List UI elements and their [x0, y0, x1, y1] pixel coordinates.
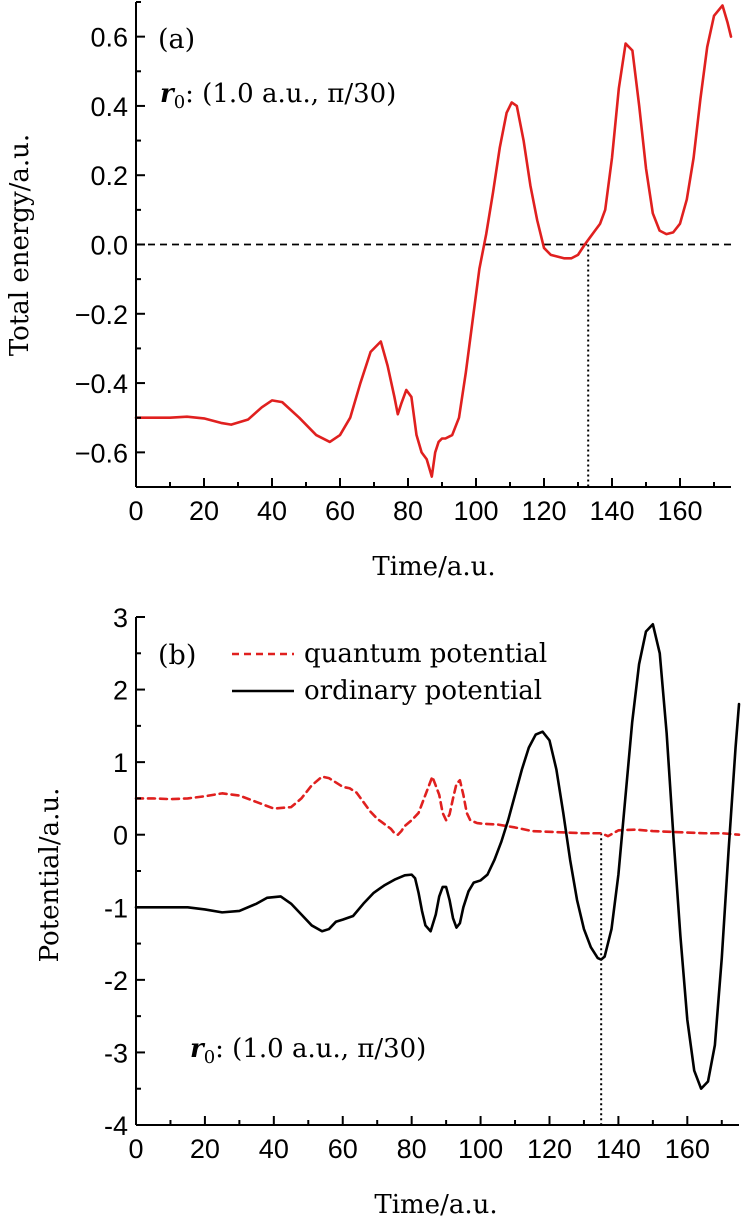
panel-a-annotation: r0: (1.0 a.u., π/30)	[160, 79, 396, 113]
panel-b-x-tick-label: 80	[397, 1134, 427, 1164]
panel-a-y-tick-label: −0.4	[75, 369, 128, 399]
panel-a-annotation-text: : (1.0 a.u., π/30)	[185, 79, 396, 109]
panel-b-y-tick-label: -2	[104, 966, 128, 996]
panel-a-x-tick-label: 140	[589, 496, 634, 526]
panel-b-x-tick-label: 20	[190, 1134, 220, 1164]
panel-b-annotation-subscript: 0	[204, 1047, 215, 1068]
panel-a-total-energy-chart: 0 20 40 60 80 100 120 140 160 −0.6 −0.4 −0.2 0.0 0.2 0…	[5, 1, 733, 582]
panel-b-y-tick-label: -4	[104, 1111, 128, 1141]
panel-a-y-tick-label: 0.4	[90, 92, 128, 122]
panel-b-annotation-symbol: r	[190, 1034, 206, 1064]
panel-b-x-tick-label: 40	[259, 1134, 289, 1164]
panel-b-x-tick-label: 160	[665, 1134, 710, 1164]
panel-a-x-tick-label: 100	[453, 496, 498, 526]
panel-b-x-tick-label: 100	[458, 1134, 503, 1164]
panel-b-y-tick-label: -3	[104, 1038, 128, 1068]
panel-b-y-tick-label: 0	[113, 821, 128, 851]
panel-b-annotation: r0: (1.0 a.u., π/30)	[190, 1034, 426, 1068]
panel-a-x-axis-title: Time/a.u.	[372, 552, 495, 582]
panel-b-potential-chart: 0 20 40 60 80 100 120 140 160 -4 -3 -2 -1 0 1 2 3 (b) qu…	[35, 603, 741, 1220]
panel-a-label: (a)	[158, 24, 195, 55]
panel-b-y-tick-label: 2	[113, 676, 128, 706]
panel-a-series-line-energy	[134, 4, 733, 478]
panel-a-annotation-symbol: r	[160, 79, 176, 109]
panel-b-axes: 0 20 40 60 80 100 120 140 160 -4 -3 -2 -1 0 1 2 3	[104, 603, 739, 1164]
legend-label-quantum-potential: quantum potential	[304, 639, 547, 669]
panel-b-y-tick-label: -1	[104, 893, 128, 923]
panel-b-x-tick-label: 120	[527, 1134, 572, 1164]
panel-b-x-axis-title: Time/a.u.	[374, 1190, 497, 1220]
panel-a-y-tick-label: −0.6	[75, 438, 128, 468]
panel-a-x-tick-label: 40	[257, 496, 287, 526]
panel-a-x-tick-label: 80	[393, 496, 423, 526]
panel-b-annotation-text: : (1.0 a.u., π/30)	[215, 1034, 426, 1064]
legend-label-ordinary-potential: ordinary potential	[304, 676, 542, 706]
panel-b-x-tick-label: 60	[328, 1134, 358, 1164]
panel-a-y-axis-title: Total energy/a.u.	[5, 134, 35, 356]
panel-b-x-tick-label: 140	[596, 1134, 641, 1164]
panel-a-reference-lines	[136, 243, 731, 487]
panel-a-annotation-subscript: 0	[174, 92, 185, 113]
panel-a-x-tick-label: 60	[325, 496, 355, 526]
panel-b-y-axis-title: Potential/a.u.	[35, 788, 65, 963]
panel-b-x-tick-label: 0	[128, 1134, 143, 1164]
panel-a-y-tick-label: 0.2	[90, 161, 128, 191]
panel-a-x-tick-label: 20	[189, 496, 219, 526]
panel-a-series	[134, 4, 733, 478]
panel-a-y-tick-label: 0.6	[90, 23, 128, 53]
panel-b-series	[134, 622, 741, 1091]
panel-b-label: (b)	[158, 640, 196, 671]
panel-a-x-tick-label: 120	[521, 496, 566, 526]
panel-a-axes: 0 20 40 60 80 100 120 140 160 −0.6 −0.4 −0.2 0.0 0.2 0…	[75, 1, 731, 526]
panel-b-series-line-quantum-potential	[134, 775, 741, 838]
panel-a-x-tick-label: 0	[128, 496, 143, 526]
panel-b-y-tick-label: 3	[113, 603, 128, 633]
panel-b-y-tick-label: 1	[113, 748, 128, 778]
panel-a-y-tick-label: −0.2	[75, 300, 128, 330]
panel-b-series-line-ordinary-potential	[134, 622, 741, 1091]
panel-a-y-tick-label: 0.0	[90, 231, 128, 261]
panel-b-legend: quantum potential ordinary potential	[232, 639, 547, 706]
panel-a-x-tick-label: 160	[657, 496, 702, 526]
